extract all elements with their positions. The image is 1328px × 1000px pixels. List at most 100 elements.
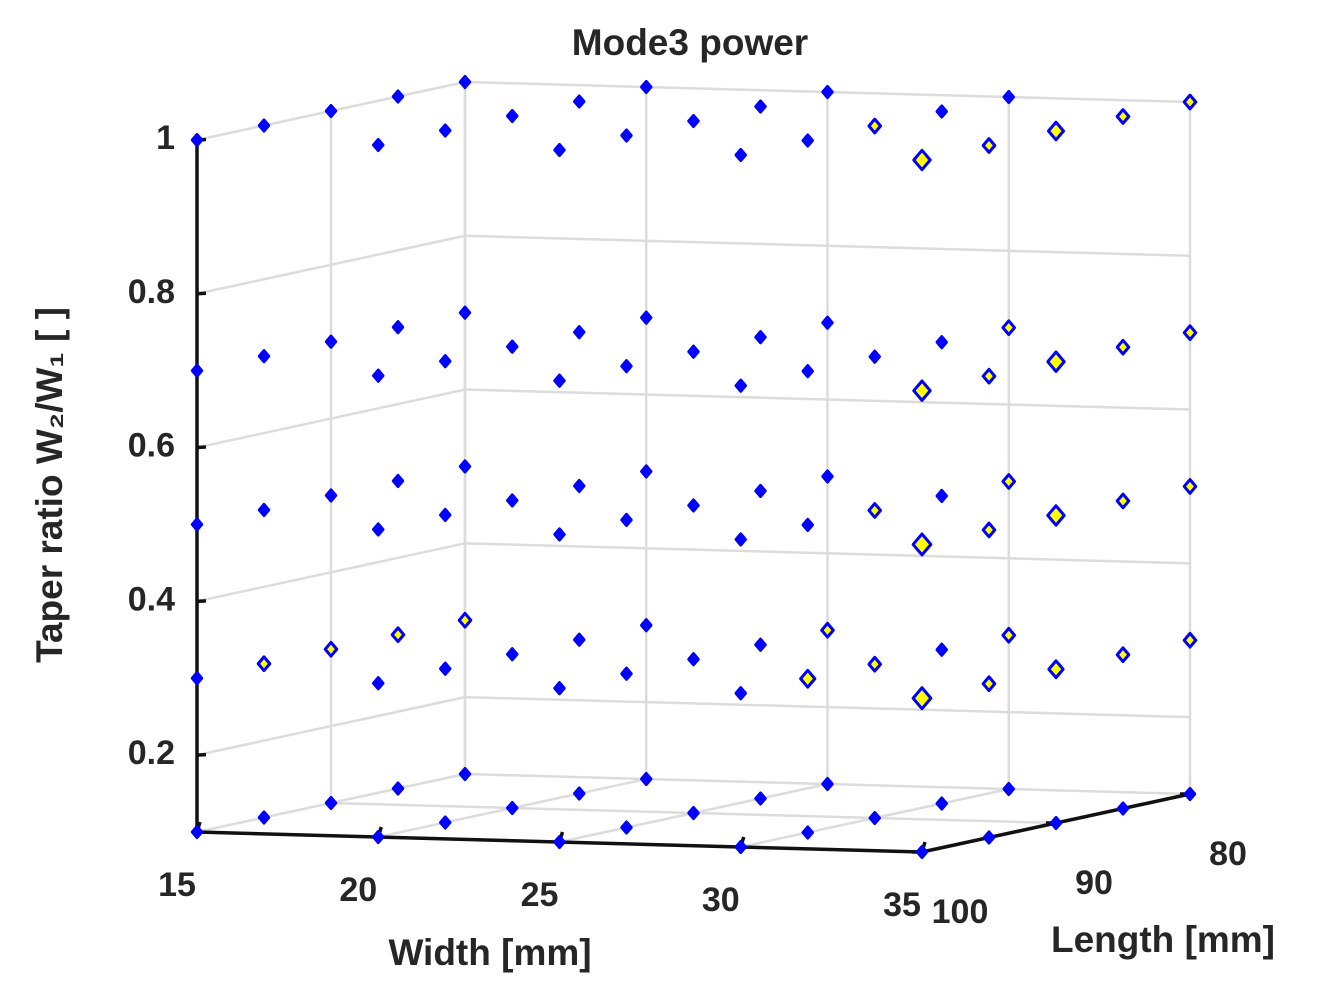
marker	[505, 339, 519, 354]
y-axis-label: Length [mm]	[1051, 919, 1275, 960]
marker	[620, 666, 633, 681]
z-tick-label: 0.8	[128, 273, 175, 311]
x-tick-label: 25	[521, 876, 559, 914]
marker	[912, 148, 932, 172]
marker	[1182, 93, 1198, 111]
marker	[438, 507, 452, 523]
marker	[572, 632, 586, 647]
marker	[553, 142, 566, 158]
marker	[391, 320, 405, 335]
z-axis-label: Taper ratio W₂/W₁ [ ]	[29, 307, 70, 663]
marker	[821, 469, 834, 484]
tick-mark	[196, 599, 207, 604]
marker	[324, 795, 338, 811]
marker	[572, 786, 586, 801]
z-tick-label: 0.2	[128, 734, 175, 772]
x-tick-label: 20	[339, 871, 377, 909]
marker	[257, 349, 271, 364]
marker	[867, 117, 883, 135]
marker	[324, 103, 338, 119]
marker	[1047, 659, 1065, 680]
marker	[190, 517, 204, 532]
marker	[867, 655, 883, 673]
marker	[1002, 781, 1016, 797]
marker	[457, 611, 473, 629]
marker	[982, 830, 996, 845]
marker	[553, 373, 566, 388]
marker	[1115, 338, 1131, 356]
grid-line	[464, 388, 1191, 411]
marker	[687, 113, 700, 129]
marker	[981, 521, 997, 539]
marker	[734, 686, 748, 701]
marker	[1115, 646, 1131, 664]
marker	[1046, 350, 1066, 373]
marker	[1046, 504, 1066, 527]
marker	[801, 517, 815, 533]
grid-line	[196, 695, 466, 757]
marker	[981, 137, 997, 154]
tick-mark	[196, 291, 207, 296]
marker	[1049, 815, 1063, 831]
marker	[438, 354, 452, 369]
tick-mark	[196, 445, 207, 450]
marker	[911, 686, 933, 711]
marker	[687, 652, 700, 667]
marker	[323, 640, 339, 658]
x-tick-label: 35	[883, 886, 921, 924]
marker	[801, 133, 815, 148]
marker	[754, 330, 767, 345]
marker	[801, 825, 815, 840]
marker	[867, 502, 883, 519]
marker	[190, 824, 204, 840]
marker	[324, 334, 338, 349]
marker	[190, 363, 204, 378]
marker	[257, 810, 271, 825]
y-tick-label: 80	[1209, 835, 1247, 873]
marker	[639, 464, 653, 479]
marker	[639, 618, 653, 633]
marker	[371, 137, 385, 153]
marker	[458, 305, 472, 320]
marker	[1001, 626, 1017, 644]
marker	[458, 459, 472, 474]
marker	[391, 781, 405, 796]
marker	[324, 488, 338, 503]
marker	[572, 94, 586, 109]
marker	[1115, 108, 1131, 125]
y-tick-label: 100	[932, 893, 989, 931]
marker	[256, 655, 272, 673]
marker	[639, 79, 653, 95]
grid-line	[464, 542, 1191, 565]
marker	[1115, 492, 1131, 510]
marker	[868, 810, 882, 826]
marker	[438, 123, 452, 138]
marker	[190, 132, 204, 148]
marker	[1183, 786, 1197, 802]
marker	[734, 147, 748, 163]
marker	[505, 108, 519, 124]
y-tick-label: 90	[1075, 864, 1113, 902]
marker	[1182, 478, 1198, 495]
marker	[190, 671, 204, 686]
marker	[820, 621, 835, 639]
marker	[390, 626, 406, 644]
grid-line	[196, 234, 466, 295]
marker	[371, 829, 385, 845]
marker	[687, 498, 700, 513]
marker	[371, 676, 385, 691]
marker	[754, 99, 767, 114]
marker	[687, 805, 700, 821]
marker	[981, 675, 997, 693]
grid-line	[196, 388, 466, 449]
marker	[799, 668, 817, 689]
marker	[391, 473, 405, 489]
marker	[438, 661, 452, 676]
marker	[572, 478, 586, 494]
marker	[1002, 89, 1016, 105]
marker	[391, 89, 405, 104]
marker	[553, 681, 566, 696]
marker	[912, 379, 932, 402]
marker	[1182, 324, 1198, 342]
